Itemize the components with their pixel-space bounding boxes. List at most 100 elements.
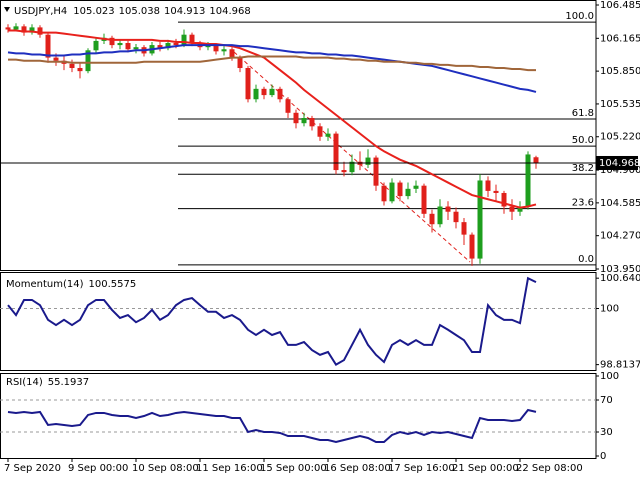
candle-body xyxy=(93,40,99,51)
candle-body xyxy=(269,88,275,96)
x-tick-label: 17 Sep 16:00 xyxy=(388,463,455,474)
y-tick-label: 106.165 xyxy=(600,33,640,44)
candle-body xyxy=(181,34,187,46)
candle-body xyxy=(373,157,379,186)
candle-body xyxy=(365,157,371,165)
candle-body xyxy=(533,157,539,163)
y-tick-label: 105.535 xyxy=(600,99,640,110)
fib-label: 23.6 xyxy=(572,198,594,209)
candle-body xyxy=(13,26,19,30)
fib-label: 0.0 xyxy=(578,254,594,265)
candle-body xyxy=(429,213,435,225)
candle-body xyxy=(213,45,219,52)
collapse-icon xyxy=(4,7,10,12)
candle-body xyxy=(293,112,299,124)
chart-header: USDJPY,H4 105.023 105.038 104.913 104.968 xyxy=(14,6,251,17)
candle-body xyxy=(277,88,283,100)
candle-body xyxy=(133,47,139,50)
y-tick-label: 104.585 xyxy=(600,198,640,209)
candle-body xyxy=(29,27,35,33)
candle-body xyxy=(21,26,27,33)
indicator-line xyxy=(7,408,537,444)
fib-label: 38.2 xyxy=(572,163,594,174)
x-tick-label: 21 Sep 00:00 xyxy=(452,463,519,474)
y-tick-label: 104.270 xyxy=(600,231,640,242)
momentum-panel-border xyxy=(0,272,597,371)
candle-body xyxy=(413,185,419,189)
candle-body xyxy=(405,188,411,197)
candle-body xyxy=(173,43,179,46)
candle-body xyxy=(461,222,467,235)
candle-body xyxy=(109,37,115,46)
y-tick-label: 30 xyxy=(600,427,613,438)
quote-open: 105.023 xyxy=(73,6,114,17)
indicator-line xyxy=(7,44,537,93)
y-tick-label: 100 xyxy=(600,371,619,382)
candle-body xyxy=(517,206,523,212)
fib-label: 50.0 xyxy=(572,135,594,146)
indicator-title: Momentum(14) xyxy=(6,279,84,290)
indicator-value: 55.1937 xyxy=(48,377,89,388)
candle-body xyxy=(445,206,451,212)
candle-body xyxy=(285,99,291,113)
quote-low: 104.913 xyxy=(164,6,205,17)
y-tick-label: 100.6406 xyxy=(600,273,640,284)
candle-body xyxy=(229,49,235,58)
momentum-header: Momentum(14) 100.5575 xyxy=(6,279,136,290)
y-tick-label: 98.8137 xyxy=(600,360,640,371)
candle-body xyxy=(333,133,339,171)
candle-body xyxy=(85,50,91,72)
indicator-line xyxy=(8,55,536,72)
candle-body xyxy=(301,117,307,124)
candle-body xyxy=(117,43,123,46)
candle-body xyxy=(341,170,347,173)
fib-label: 100.0 xyxy=(565,11,594,22)
main-panel-border xyxy=(0,0,597,271)
x-tick-label: 7 Sep 2020 xyxy=(4,463,61,474)
candle-body xyxy=(325,133,331,137)
rsi-header: RSI(14) 55.1937 xyxy=(6,377,89,388)
candle-body xyxy=(125,43,131,50)
candle-body xyxy=(245,68,251,100)
candle-body xyxy=(501,192,507,207)
candle-body xyxy=(205,45,211,48)
candle-body xyxy=(189,34,195,44)
quote-close: 104.968 xyxy=(209,6,250,17)
candle-body xyxy=(77,68,83,72)
quote-high: 105.038 xyxy=(119,6,160,17)
candle-body xyxy=(37,27,43,35)
candle-body xyxy=(397,182,403,197)
indicator-title: RSI(14) xyxy=(6,377,43,388)
indicator-line xyxy=(8,29,537,209)
indicator-value: 100.5575 xyxy=(89,279,137,290)
last-price-label: 104.968 xyxy=(599,158,640,169)
candle-body xyxy=(485,180,491,191)
candle-body xyxy=(309,117,315,127)
candle-body xyxy=(53,57,59,61)
candle-body xyxy=(261,88,267,96)
x-tick-label: 22 Sep 08:00 xyxy=(516,463,583,474)
candle-body xyxy=(317,126,323,137)
candle-body xyxy=(45,34,51,58)
y-tick-label: 70 xyxy=(600,395,613,406)
candle-body xyxy=(453,211,459,223)
candle-body xyxy=(165,43,171,49)
candle-body xyxy=(157,45,163,49)
candle-body xyxy=(421,185,427,214)
symbol-title: USDJPY,H4 xyxy=(14,6,67,17)
candle-body xyxy=(437,206,443,225)
x-tick-label: 11 Sep 16:00 xyxy=(196,463,263,474)
candle-body xyxy=(381,185,387,202)
rsi-panel-border xyxy=(0,373,597,459)
candle-body xyxy=(69,63,75,69)
candle-body xyxy=(5,27,11,30)
fib-label: 61.8 xyxy=(572,108,594,119)
candle-body xyxy=(493,190,499,193)
x-tick-label: 16 Sep 08:00 xyxy=(324,463,391,474)
y-tick-label: 0 xyxy=(600,451,606,462)
candle-body xyxy=(253,88,259,100)
candle-body xyxy=(237,57,243,69)
candle-body xyxy=(469,234,475,259)
x-tick-label: 10 Sep 08:00 xyxy=(132,463,199,474)
